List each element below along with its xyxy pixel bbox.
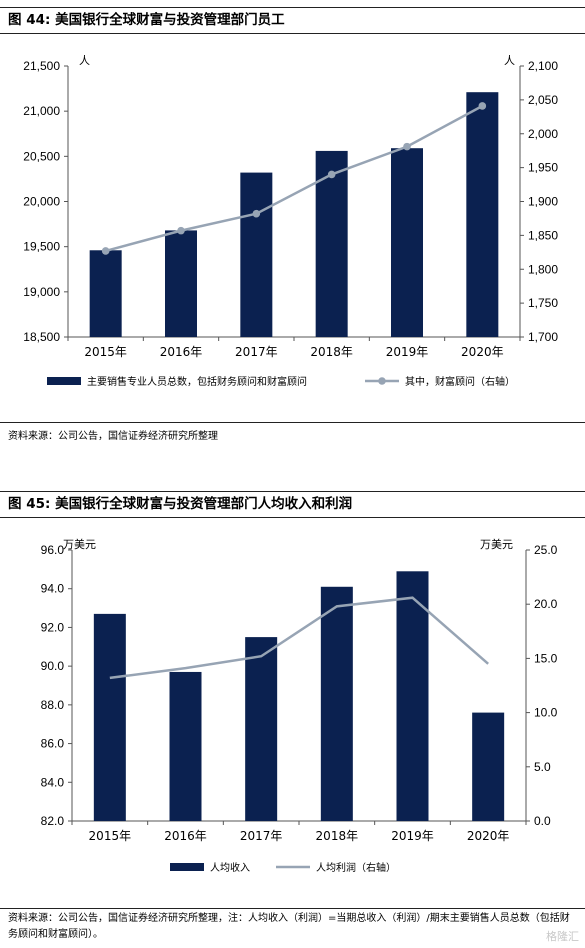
bar-2017年 (245, 637, 278, 821)
right-axis-tick-label: 1,700 (528, 330, 558, 344)
x-axis-tick-label: 2016年 (164, 829, 207, 843)
fig44-title: 图 44: 美国银行全球财富与投资管理部门员工 (8, 12, 285, 28)
x-axis-tick-label: 2020年 (467, 829, 510, 843)
fig44-bottom-rule (0, 422, 585, 423)
right-axis-tick-label: 20.0 (534, 597, 558, 611)
fig44-top-rule (0, 7, 585, 8)
left-axis-tick-label: 20,500 (23, 149, 60, 163)
bar-2015年 (93, 613, 126, 821)
fig45-chart: 82.0 84.0 86.0 88.0 90.0 92.0 94.0 96.0 0.0 5.0 10… (41, 538, 558, 874)
right-axis-tick-label: 1,900 (528, 195, 558, 209)
x-axis-tick-label: 2017年 (235, 345, 278, 359)
x-axis-tick-label: 2018年 (316, 829, 359, 843)
fig45-title: 图 45: 美国银行全球财富与投资管理部门人均收入和利润 (8, 496, 353, 512)
bar-2018年 (320, 586, 353, 821)
x-axis-tick-label: 2015年 (84, 345, 127, 359)
legend-line-marker (378, 377, 386, 385)
left-axis-tick-label: 88.0 (41, 698, 65, 712)
right-axis-tick-label: 2,100 (528, 59, 558, 73)
right-axis-unit: 人 (504, 54, 515, 67)
legend-bar-label: 人均收入 (210, 861, 250, 874)
legend-line-label: 人均利润（右轴） (316, 861, 396, 874)
bar-2016年 (169, 671, 202, 821)
left-axis-unit: 人 (79, 54, 90, 67)
bar-2015年 (89, 250, 122, 337)
line-point-2018年 (327, 170, 336, 179)
line-series (105, 104, 483, 253)
left-axis-tick-label: 82.0 (41, 814, 65, 828)
x-axis-tick-label: 2016年 (160, 345, 203, 359)
fig45-source: 资料来源：公司公告，国信证券经济研究所整理，注：人均收入（利润）=当期总收入（利… (8, 913, 570, 940)
line-point-2016年 (177, 226, 185, 235)
left-axis-tick-label: 94.0 (41, 582, 65, 596)
legend-bar-swatch (170, 863, 204, 871)
right-axis-tick-label: 2,050 (528, 93, 558, 107)
x-axis-tick-label: 2018年 (310, 345, 353, 359)
line-point-2017年 (252, 209, 261, 218)
right-axis-tick-label: 2,000 (528, 127, 558, 141)
right-axis-tick-label: 1,800 (528, 262, 558, 276)
right-axis-unit: 万美元 (480, 538, 513, 551)
left-axis-tick-label: 96.0 (41, 543, 65, 557)
left-axis-tick-label: 19,500 (23, 240, 60, 254)
left-axis-tick-label: 92.0 (41, 620, 65, 634)
left-axis-tick-label: 90.0 (41, 659, 65, 673)
legend-bar-swatch (47, 377, 81, 385)
line-point-2020年 (478, 102, 487, 110)
bar-2020年 (466, 92, 499, 337)
right-axis-tick-label: 0.0 (534, 814, 551, 828)
left-axis-tick-label: 19,000 (23, 285, 60, 299)
left-axis-tick-label: 21,000 (23, 104, 60, 118)
x-axis-tick-label: 2019年 (386, 345, 429, 359)
left-axis-tick-label: 84.0 (41, 775, 65, 789)
x-axis-tick-label: 2017年 (240, 829, 283, 843)
bar-2019年 (391, 148, 423, 337)
right-axis-tick-label: 1,950 (528, 161, 558, 175)
fig45-top-rule (0, 491, 585, 492)
fig44-chart: 18,500 19,000 19,500 20,000 20,500 21,000 21,5… (23, 54, 558, 388)
fig44-source: 资料来源：公司公告，国信证券经济研究所整理 (8, 431, 218, 442)
bar-2019年 (396, 571, 429, 821)
line-point-2019年 (403, 142, 411, 151)
x-axis-tick-label: 2020年 (461, 345, 504, 359)
x-axis-tick-label: 2019年 (391, 829, 434, 843)
right-axis-tick-label: 15.0 (534, 651, 558, 665)
right-axis-tick-label: 5.0 (534, 760, 551, 774)
right-axis-tick-label: 25.0 (534, 543, 558, 557)
bar-2018年 (315, 150, 348, 337)
watermark-logo: 格隆汇 (546, 930, 579, 943)
right-axis-tick-label: 1,850 (528, 228, 558, 242)
x-axis-tick-label: 2015年 (89, 829, 132, 843)
line-point-2015年 (101, 247, 110, 255)
left-axis-tick-label: 86.0 (41, 737, 65, 751)
left-axis-tick-label: 21,500 (23, 59, 60, 73)
bar-2017年 (240, 172, 273, 337)
fig45-bottom-rule (0, 908, 585, 909)
right-axis-tick-label: 1,750 (528, 296, 558, 310)
bar-2020年 (472, 712, 505, 821)
left-axis-tick-label: 18,500 (23, 330, 60, 344)
line-series (109, 596, 489, 680)
right-axis-tick-label: 10.0 (534, 706, 558, 720)
legend-line-label: 其中，财富顾问（右轴） (405, 375, 515, 388)
fig44-title-rule (0, 33, 585, 34)
bar-2016年 (165, 230, 197, 337)
left-axis-unit: 万美元 (63, 538, 96, 551)
left-axis-tick-label: 20,000 (23, 195, 60, 209)
legend-bar-label: 主要销售专业人员总数，包括财务顾问和财富顾问 (87, 375, 307, 388)
fig45-title-rule (0, 517, 585, 518)
